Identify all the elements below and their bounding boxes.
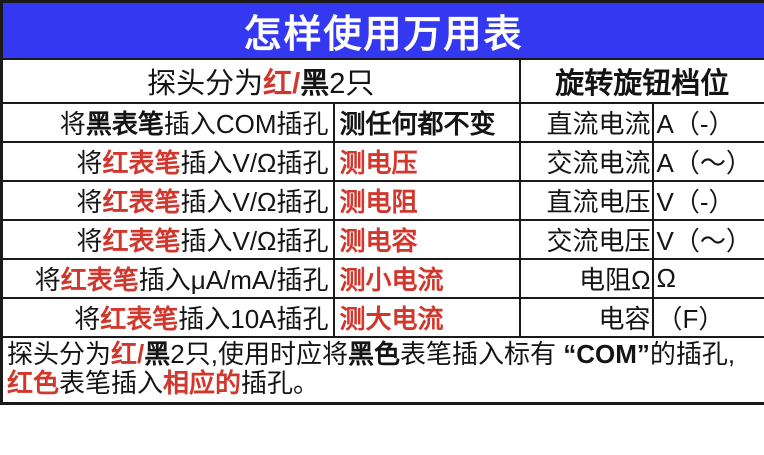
footer-note-row: 探头分为红/黑2只,使用时应将黑色表笔插入标有 “COM”的插孔, 红色表笔插入… bbox=[0, 336, 764, 405]
footer-note-line-2: 红色表笔插入相应的插孔。 bbox=[7, 368, 320, 398]
header-row: 探头分为红/黑2只 旋转旋钮档位 bbox=[0, 58, 764, 104]
dial-mode-label-cell: 电阻Ω bbox=[518, 258, 654, 299]
measurement-result-cell: 测电容 bbox=[332, 219, 521, 260]
table-row: 将红表笔插入μA/mA/插孔 测小电流 电阻Ω Ω bbox=[0, 258, 764, 299]
probe-instruction-cell: 将黑表笔插入COM插孔 bbox=[0, 102, 335, 143]
header-probes: 探头分为红/黑2只 bbox=[0, 58, 521, 104]
dial-mode-label-cell: 直流电压 bbox=[518, 180, 654, 221]
dial-mode-label-cell: 交流电流 bbox=[518, 141, 654, 182]
page-title: 怎样使用万用表 bbox=[0, 0, 764, 60]
multimeter-usage-table: 怎样使用万用表 探头分为红/黑2只 旋转旋钮档位 将黑表笔插入COM插孔 测任何… bbox=[0, 0, 764, 405]
measurement-result-cell: 测电阻 bbox=[332, 180, 521, 221]
measurement-result-cell: 测大电流 bbox=[332, 297, 521, 338]
table-row: 将红表笔插入V/Ω插孔 测电压 交流电流 A（～） bbox=[0, 141, 764, 182]
probe-instruction-cell: 将红表笔插入V/Ω插孔 bbox=[0, 219, 335, 260]
table-row: 将红表笔插入10A插孔 测大电流 电容 （F） bbox=[0, 297, 764, 338]
probe-instruction-cell: 将红表笔插入10A插孔 bbox=[0, 297, 335, 338]
probe-instruction-cell: 将红表笔插入V/Ω插孔 bbox=[0, 180, 335, 221]
table-row: 将红表笔插入V/Ω插孔 测电容 交流电压 V（～） bbox=[0, 219, 764, 260]
measurement-result-cell: 测任何都不变 bbox=[332, 102, 521, 143]
measurement-result-cell: 测小电流 bbox=[332, 258, 521, 299]
probe-instruction-cell: 将红表笔插入μA/mA/插孔 bbox=[0, 258, 335, 299]
table-row: 将黑表笔插入COM插孔 测任何都不变 直流电流 A（-） bbox=[0, 102, 764, 143]
dial-symbol-cell: A（～） bbox=[651, 141, 764, 182]
dial-symbol-cell: A（-） bbox=[651, 102, 764, 143]
table-body: 将黑表笔插入COM插孔 测任何都不变 直流电流 A（-） 将红表笔插入V/Ω插孔… bbox=[0, 102, 764, 338]
dial-mode-label-cell: 交流电压 bbox=[518, 219, 654, 260]
dial-symbol-cell: （F） bbox=[651, 297, 764, 338]
probe-instruction-cell: 将红表笔插入V/Ω插孔 bbox=[0, 141, 335, 182]
dial-symbol-cell: Ω bbox=[651, 258, 764, 299]
footer-note: 探头分为红/黑2只,使用时应将黑色表笔插入标有 “COM”的插孔, 红色表笔插入… bbox=[0, 336, 764, 405]
table-row: 将红表笔插入V/Ω插孔 测电阻 直流电压 V（-） bbox=[0, 180, 764, 221]
title-row: 怎样使用万用表 bbox=[0, 0, 764, 60]
footer-note-line-1: 探头分为红/黑2只,使用时应将黑色表笔插入标有 “COM”的插孔, bbox=[7, 339, 736, 369]
dial-symbol-cell: V（～） bbox=[651, 219, 764, 260]
dial-mode-label-cell: 直流电流 bbox=[518, 102, 654, 143]
header-dial-positions: 旋转旋钮档位 bbox=[518, 58, 764, 104]
measurement-result-cell: 测电压 bbox=[332, 141, 521, 182]
dial-symbol-cell: V（-） bbox=[651, 180, 764, 221]
dial-mode-label-cell: 电容 bbox=[518, 297, 654, 338]
